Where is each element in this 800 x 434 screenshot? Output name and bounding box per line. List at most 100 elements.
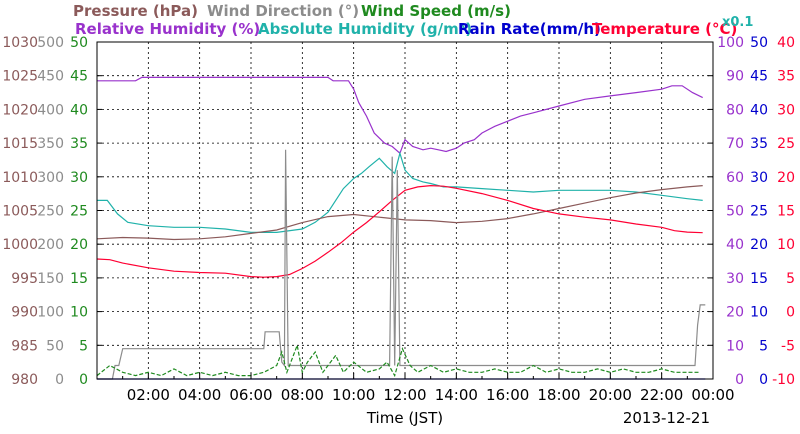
wind_speed-tick-label: 35 <box>70 136 88 152</box>
x-tick-label: 04:00 <box>178 386 221 404</box>
rain_rate-tick-label: 25 <box>750 204 768 220</box>
humidity-tick-label: 60 <box>726 170 744 186</box>
series-line <box>96 184 703 278</box>
chart-grid <box>97 42 713 379</box>
legend-temperature: Temperature (°C) <box>592 20 737 38</box>
series-line <box>96 343 701 378</box>
date-label: 2013-12-21 <box>623 409 710 427</box>
wind_direction-tick-label: 500 <box>37 35 64 51</box>
humidity-tick-label: 80 <box>726 102 744 118</box>
wind_direction-tick-label: 300 <box>37 170 64 186</box>
x-tick-label: 12:00 <box>383 386 426 404</box>
series-line <box>97 150 703 233</box>
humidity-tick-label: 10 <box>726 338 744 354</box>
x-tick-label: 16:00 <box>486 386 529 404</box>
legend-absolute-humidity-label: Absolute Humidity (g/m³) <box>258 20 473 38</box>
temperature-tick-label: 35 <box>777 69 795 85</box>
wind_direction-tick-label: 50 <box>46 338 64 354</box>
legend-wind-speed-label: Wind Speed (m/s) <box>361 2 511 20</box>
wind_speed-tick-label: 40 <box>70 102 88 118</box>
legend-wind-speed: Wind Speed (m/s) <box>361 2 511 20</box>
pressure-tick-label: 990 <box>11 305 38 321</box>
chart-axes: 02:00 04:00 06:00 08:00 10:00 12:00 14:00 16:00… <box>2 35 795 404</box>
rain_rate-tick-label: 50 <box>750 35 768 51</box>
wind_speed-tick-label: 30 <box>70 170 88 186</box>
legend-wind-direction-label: Wind Direction (°) <box>207 2 360 20</box>
humidity-tick-label: 50 <box>726 204 744 220</box>
legend-relative-humidity: Relative Humidity (%) <box>75 20 260 38</box>
wind_speed-tick-label: 20 <box>70 237 88 253</box>
legend-relative-humidity-label: Relative Humidity (%) <box>75 20 261 38</box>
pressure-tick-label: 1025 <box>2 69 38 85</box>
pressure-tick-label: 1030 <box>2 35 38 51</box>
legend-wind-direction: Wind Direction (°) <box>207 2 359 20</box>
x-tick-label: 22:00 <box>640 386 683 404</box>
x-tick-label: 06:00 <box>229 386 272 404</box>
legend-temperature-label: Temperature (°C) <box>592 20 738 38</box>
temperature-tick-label: 10 <box>777 237 795 253</box>
rain_rate-tick-label: 45 <box>750 69 768 85</box>
wind_speed-tick-label: 5 <box>79 338 88 354</box>
wind_speed-tick-label: 45 <box>70 69 88 85</box>
legend-rain-rate-label: Rain Rate(mm/h) <box>458 20 601 38</box>
pressure-tick-label: 1015 <box>2 136 38 152</box>
humidity-tick-label: 20 <box>726 305 744 321</box>
temperature-tick-label: 0 <box>786 305 795 321</box>
series-line <box>97 149 706 380</box>
wind_direction-tick-label: 250 <box>37 204 64 220</box>
rain_rate-tick-label: 10 <box>750 305 768 321</box>
rain_rate-tick-label: 5 <box>759 338 768 354</box>
temperature-tick-label: 30 <box>777 102 795 118</box>
x-tick-label: 02:00 <box>127 386 170 404</box>
temperature-tick-label: 20 <box>777 170 795 186</box>
temperature-tick-label: 25 <box>777 136 795 152</box>
temperature-tick-label: 5 <box>786 271 795 287</box>
wind_speed-tick-label: 10 <box>70 305 88 321</box>
pressure-tick-label: 1000 <box>2 237 38 253</box>
temperature-tick-label: -5 <box>781 338 795 354</box>
pressure-tick-label: 985 <box>11 338 38 354</box>
wind_speed-tick-label: 15 <box>70 271 88 287</box>
wind_direction-tick-label: 100 <box>37 305 64 321</box>
chart-plots <box>96 76 706 380</box>
rain_rate-tick-label: 0 <box>759 372 768 388</box>
legend-absolute-humidity: Absolute Humidity (g/m³) <box>258 20 472 38</box>
humidity-tick-label: 70 <box>726 136 744 152</box>
wind_speed-tick-label: 50 <box>70 35 88 51</box>
wind_direction-tick-label: 150 <box>37 271 64 287</box>
wind_direction-tick-label: 450 <box>37 69 64 85</box>
rain_rate-tick-label: 35 <box>750 136 768 152</box>
rain_rate-tick-label: 40 <box>750 102 768 118</box>
x-tick-label: 00:00 <box>691 386 734 404</box>
pressure-tick-label: 1020 <box>2 102 38 118</box>
pressure-tick-label: 995 <box>11 271 38 287</box>
series-line <box>96 185 703 241</box>
temperature-tick-label: 40 <box>777 35 795 51</box>
humidity-tick-label: 40 <box>726 237 744 253</box>
humidity-tick-label: 100 <box>717 35 744 51</box>
x-tick-label: 20:00 <box>589 386 632 404</box>
pressure-tick-label: 1010 <box>2 170 38 186</box>
legend-pressure: Pressure (hPa) <box>73 2 198 20</box>
wind_direction-tick-label: 200 <box>37 237 64 253</box>
rain_rate-tick-label: 15 <box>750 271 768 287</box>
plot-frame <box>96 41 714 380</box>
rain_rate-tick-label: 30 <box>750 170 768 186</box>
x-tick-label: 18:00 <box>537 386 580 404</box>
humidity-tick-label: 90 <box>726 69 744 85</box>
wind_speed-tick-label: 25 <box>70 204 88 220</box>
x-tick-label: 14:00 <box>435 386 478 404</box>
pressure-tick-label: 1005 <box>2 204 38 220</box>
humidity-tick-label: 30 <box>726 271 744 287</box>
x-tick-label: 10:00 <box>332 386 375 404</box>
series-line <box>97 76 703 155</box>
humidity-tick-label: 0 <box>735 372 744 388</box>
rain_rate-tick-label: 20 <box>750 237 768 253</box>
legend-pressure-label: Pressure (hPa) <box>73 2 198 20</box>
temperature-tick-label: -10 <box>772 372 795 388</box>
wind_direction-tick-label: 400 <box>37 102 64 118</box>
legend-rain-rate: Rain Rate(mm/h) <box>458 20 601 38</box>
x-axis-label: Time (JST) <box>366 409 443 427</box>
x-tick-label: 08:00 <box>281 386 324 404</box>
